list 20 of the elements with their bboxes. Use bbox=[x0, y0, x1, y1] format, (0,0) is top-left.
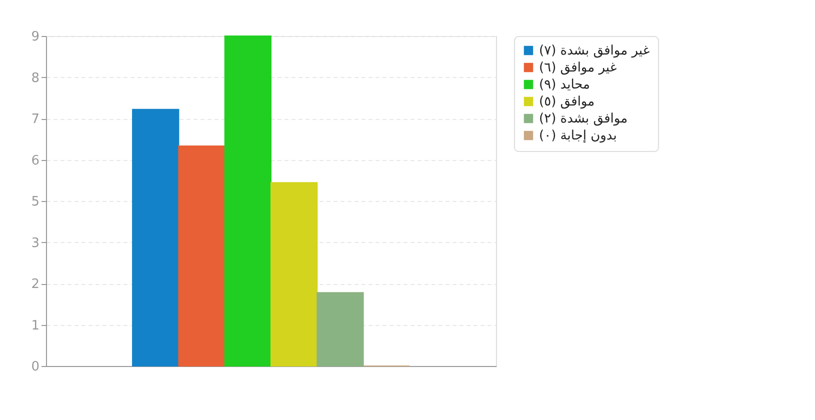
y-tick-label: 7 bbox=[31, 112, 40, 127]
legend-label: موافق (٥) bbox=[539, 94, 595, 110]
y-tick-label: 5 bbox=[31, 194, 40, 210]
y-tick-label: 2 bbox=[31, 277, 40, 292]
bar bbox=[132, 108, 180, 366]
legend-label: غير موافق بشدة (٧) bbox=[539, 44, 650, 58]
y-tick-label: 8 bbox=[31, 70, 40, 86]
legend-label: غير موافق (٦) bbox=[539, 60, 617, 76]
y-tick-label: 1 bbox=[31, 318, 40, 334]
y-tick-label: 9 bbox=[31, 30, 40, 44]
bar bbox=[270, 182, 318, 366]
bar bbox=[178, 146, 226, 366]
y-tick-label: 6 bbox=[31, 153, 40, 168]
bar bbox=[224, 36, 272, 366]
bar bbox=[316, 292, 364, 366]
legend-label: بدون إجابة (٠) bbox=[539, 128, 617, 144]
legend-label: موافق بشدة (٢) bbox=[539, 112, 628, 126]
y-tick-label: 3 bbox=[31, 236, 40, 251]
y-tick-label: 0 bbox=[31, 360, 40, 374]
legend-label: محايد (٩) bbox=[539, 78, 590, 92]
